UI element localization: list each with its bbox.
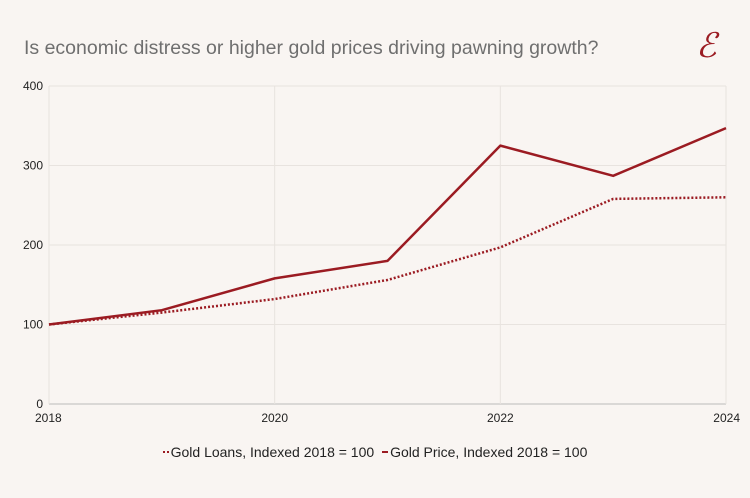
x-tick-label: 2018 bbox=[35, 411, 62, 425]
legend-swatch-dotted bbox=[162, 451, 169, 453]
legend: Gold Loans, Indexed 2018 = 100 Gold Pric… bbox=[0, 440, 750, 460]
series bbox=[48, 126, 727, 326]
series-line-gold-price bbox=[48, 126, 727, 326]
y-tick-label: 200 bbox=[23, 238, 43, 252]
y-tick-label: 100 bbox=[23, 318, 43, 332]
x-tick-label: 2020 bbox=[261, 411, 288, 425]
legend-swatch-solid bbox=[382, 451, 389, 453]
legend-item-gold-price[interactable]: Gold Price, Indexed 2018 = 100 bbox=[382, 444, 587, 460]
axes: 0 100 200 300 400 2018 2020 2022 2024 bbox=[23, 79, 740, 425]
legend-item-gold-loans[interactable]: Gold Loans, Indexed 2018 = 100 bbox=[162, 444, 375, 460]
legend-label: Gold Price, Indexed 2018 = 100 bbox=[390, 444, 588, 460]
brand-logo: ℰ bbox=[696, 26, 717, 66]
chart-title: Is economic distress or higher gold pric… bbox=[24, 37, 599, 59]
grid bbox=[48, 85, 727, 405]
x-tick-label: 2022 bbox=[487, 411, 514, 425]
y-tick-label: 0 bbox=[36, 397, 43, 411]
x-tick-label: 2024 bbox=[713, 411, 740, 425]
y-tick-label: 300 bbox=[23, 159, 43, 173]
legend-label: Gold Loans, Indexed 2018 = 100 bbox=[170, 444, 375, 460]
y-tick-label: 400 bbox=[23, 79, 43, 93]
